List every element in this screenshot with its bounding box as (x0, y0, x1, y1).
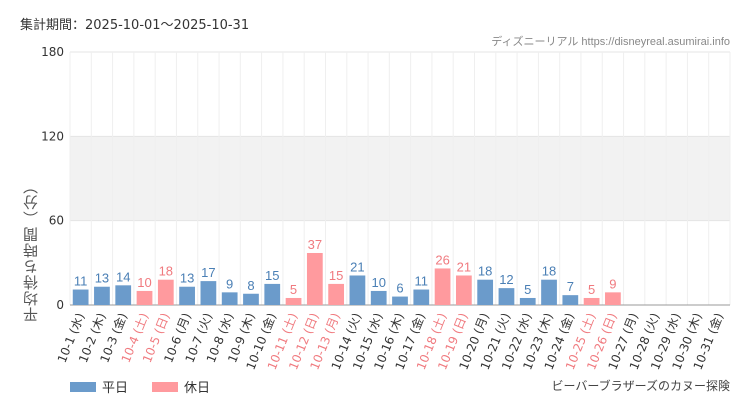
bar (455, 275, 472, 305)
bar (243, 293, 259, 305)
bar-value-label: 21 (350, 259, 364, 274)
bar-value-label: 9 (609, 276, 616, 291)
bar (583, 297, 600, 305)
aggregation-period: 集計期間：2025-10-01～2025-10-31 (20, 18, 250, 33)
legend-swatch-weekday (70, 381, 96, 392)
legend-label-weekday: 平日 (102, 381, 129, 396)
bar-value-label: 13 (95, 271, 109, 286)
bar (519, 297, 536, 305)
bar-value-label: 37 (308, 237, 322, 252)
plot-background (70, 136, 730, 221)
bar-value-label: 26 (435, 252, 449, 267)
bar (306, 252, 323, 305)
bar-value-label: 7 (567, 279, 574, 294)
bar-value-label: 5 (588, 282, 595, 297)
bar-value-label: 18 (542, 264, 556, 279)
y-tick-label: 0 (56, 298, 64, 312)
shaded-band (70, 136, 730, 221)
bar-value-label: 8 (247, 278, 254, 293)
y-tick-label: 120 (41, 129, 64, 143)
y-tick-label: 180 (41, 45, 64, 59)
bar (94, 286, 110, 305)
bar (349, 275, 366, 305)
bar-value-label: 15 (265, 268, 279, 283)
bar (115, 285, 132, 305)
bar-value-label: 12 (499, 272, 513, 287)
bar-value-label: 6 (396, 281, 403, 296)
y-tick-label: 60 (49, 214, 64, 228)
legend: 平日 休日 (70, 377, 210, 396)
bar-value-label: 10 (371, 275, 385, 290)
bar-value-label: 5 (290, 282, 297, 297)
bar-value-label: 17 (201, 265, 215, 280)
bar (541, 279, 557, 305)
bar (72, 289, 89, 305)
bar-value-label: 9 (226, 276, 233, 291)
bar-value-label: 10 (137, 275, 151, 290)
bar-value-label: 21 (457, 259, 471, 274)
bars (72, 252, 621, 305)
bar (136, 290, 153, 305)
bar (562, 295, 579, 305)
attraction-name: ビーバーブラザーズのカヌー探険 (551, 379, 730, 393)
legend-swatch-holiday (152, 381, 179, 392)
bar-value-label: 18 (159, 264, 173, 279)
bar-value-label: 11 (415, 274, 429, 289)
legend-label-holiday: 休日 (184, 381, 211, 396)
bar-value-label: 15 (329, 268, 343, 283)
bar (605, 292, 621, 305)
bar-value-label: 5 (524, 282, 531, 297)
bar (328, 283, 345, 305)
bar (179, 286, 195, 305)
bar (157, 279, 174, 305)
bar (264, 283, 281, 305)
bar (413, 289, 430, 305)
bar (434, 268, 451, 305)
bar-value-label: 13 (180, 271, 194, 286)
bar (498, 288, 515, 305)
bar (221, 292, 238, 305)
x-ticks: 10-1 (水)10-2 (木)10-3 (金)10-4 (土)10-5 (日)… (55, 311, 726, 372)
bar (200, 281, 217, 305)
bar (392, 296, 408, 305)
bar (370, 290, 387, 305)
bar-value-label: 14 (116, 269, 130, 284)
site-credit: ディズニーリアル https://disneyreal.asumirai.inf… (491, 36, 730, 48)
legend-item-holiday: 休日 (152, 377, 210, 396)
bar (477, 279, 494, 305)
legend-item-weekday: 平日 (70, 377, 128, 396)
bar-value-label: 11 (74, 274, 88, 289)
bar (285, 297, 302, 305)
bar-value-label: 18 (478, 264, 492, 279)
y-ticks: 0 60 120 180 (41, 45, 64, 312)
